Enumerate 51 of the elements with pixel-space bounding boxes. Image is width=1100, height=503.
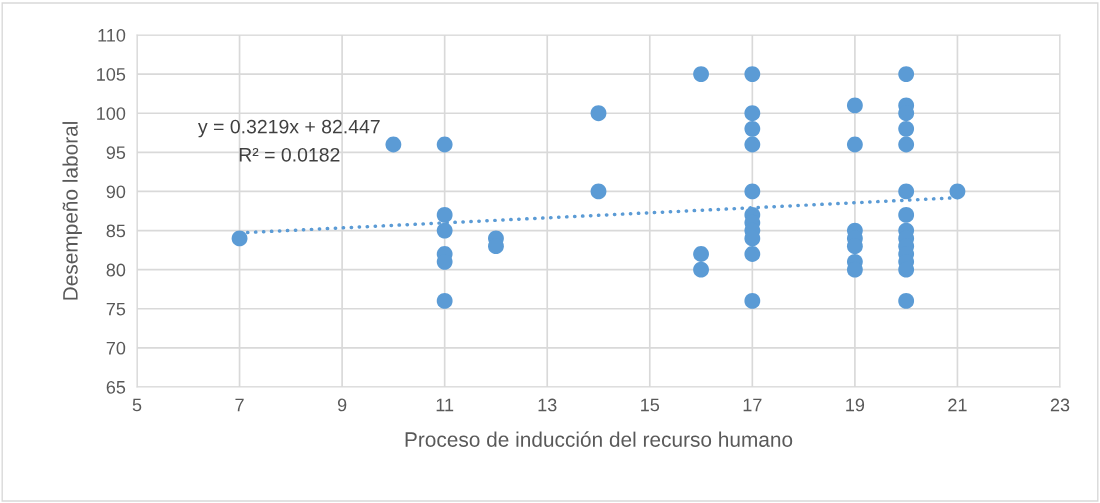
annotation: y = 0.3219x + 82.447	[197, 119, 380, 138]
point	[590, 105, 607, 122]
y-tick-label: 85	[106, 224, 126, 238]
y-tick-label: 70	[106, 341, 126, 355]
y-tick-label: 90	[106, 185, 126, 199]
point	[898, 183, 915, 200]
point	[693, 261, 709, 278]
y-tick-label: 75	[106, 302, 126, 316]
y-axis-title: Desempeño laboral	[62, 122, 82, 300]
y-tick-label: 65	[106, 380, 126, 394]
x-tick-label: 13	[538, 398, 557, 412]
point	[436, 206, 453, 223]
point	[744, 120, 761, 137]
y-tick-label: 100	[97, 107, 126, 120]
x-tick-label: 15	[641, 398, 660, 412]
y-tick-label: 110	[98, 28, 126, 42]
y-tick-label: 80	[106, 263, 126, 277]
point	[744, 136, 761, 153]
point	[898, 293, 915, 309]
y-tick-label: 95	[106, 146, 126, 160]
point	[436, 222, 453, 239]
point	[898, 206, 915, 223]
point	[744, 293, 761, 309]
point	[744, 66, 761, 83]
x-tick-label: 17	[743, 398, 762, 412]
point	[898, 120, 915, 137]
point	[949, 183, 966, 200]
x-tick-label: 19	[846, 398, 865, 412]
point	[693, 246, 709, 262]
x-tick-label: 5	[132, 398, 142, 412]
point	[744, 105, 761, 122]
x-axis-title: Proceso de inducción del recurso humano	[405, 431, 793, 447]
point	[846, 97, 863, 114]
x-tick-label: 9	[337, 398, 347, 412]
x-tick-label: 11	[436, 398, 454, 412]
x-tick-label: 23	[1050, 398, 1070, 412]
point	[590, 183, 607, 200]
x-tick-label: 21	[948, 398, 967, 412]
point	[898, 66, 915, 83]
point	[898, 136, 915, 153]
point	[436, 293, 453, 309]
point	[744, 246, 761, 262]
point	[385, 136, 402, 153]
point	[436, 136, 453, 153]
x-tick-label: 7	[235, 398, 244, 412]
point	[846, 136, 863, 153]
point	[693, 66, 709, 83]
annotation: R² = 0.0182	[239, 147, 340, 162]
point	[231, 230, 248, 247]
point	[744, 183, 761, 200]
y-tick-label: 105	[97, 68, 126, 81]
